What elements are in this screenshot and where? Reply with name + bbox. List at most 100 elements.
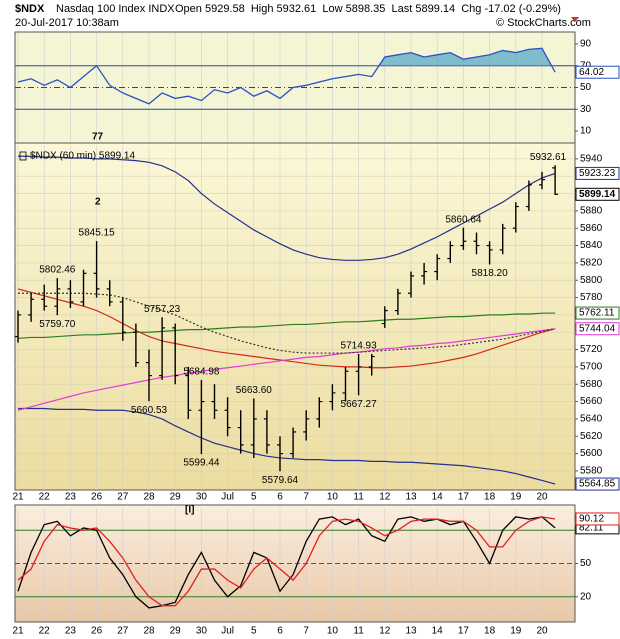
y-tick-label: 5640	[580, 414, 603, 425]
annotation: 77	[92, 132, 104, 143]
y-tick-label: 5720	[580, 344, 603, 355]
legend: $NDX (60 min) 5899.14	[30, 151, 135, 162]
x-tick-label: 23	[65, 492, 77, 503]
x-tick-label: 13	[405, 626, 417, 637]
x-tick-label: 20	[536, 626, 548, 637]
quote: Open 5929.58 High 5932.61 Low 5898.35 La…	[175, 3, 561, 15]
value-box	[575, 477, 620, 491]
low-label: 5660.53	[131, 405, 168, 416]
x-tick-label: 28	[143, 492, 155, 503]
x-tick-label: 17	[458, 492, 470, 503]
y-tick-label: 5580	[580, 466, 603, 477]
x-tick-label: 5	[251, 492, 257, 503]
x-tick-label: 26	[91, 492, 103, 503]
date: 20-Jul-2017 10:38am	[15, 17, 119, 29]
x-tick-label: 18	[484, 626, 496, 637]
low-label: 5599.44	[183, 458, 220, 469]
x-tick-label: 27	[117, 492, 129, 503]
value-box-label: 64.02	[579, 67, 604, 78]
rsi-fill	[18, 48, 556, 66]
value-box	[575, 166, 620, 180]
y-tick-label: 5800	[580, 275, 603, 286]
x-tick-label: Jul	[221, 626, 234, 637]
high-label: 5714.93	[341, 341, 378, 352]
value-box-label: 82.11	[579, 522, 604, 533]
x-tick-label: 12	[379, 626, 391, 637]
index-name: Nasdaq 100 Index INDX	[56, 3, 175, 15]
y-tick-label: 5700	[580, 362, 603, 373]
x-tick-label: 10	[327, 626, 339, 637]
value-box-label: 5762.11	[579, 308, 615, 319]
y-tick-label: 5620	[580, 431, 603, 442]
low-label: 5667.27	[341, 399, 378, 410]
value-box-label: 90.12	[579, 514, 604, 525]
x-tick-label: 29	[170, 492, 182, 503]
x-tick-label: 19	[510, 626, 522, 637]
menu-arrow	[571, 17, 579, 22]
low-label: 5818.20	[472, 268, 509, 279]
high-label: 5860.64	[445, 214, 482, 225]
x-tick-label: 5	[251, 626, 257, 637]
x-tick-label: 14	[432, 492, 444, 503]
value-box	[575, 512, 620, 526]
x-tick-label: 13	[405, 492, 417, 503]
high-label: 5757.23	[144, 304, 181, 315]
series-line	[17, 516, 556, 609]
x-tick-label: 10	[327, 492, 339, 503]
y-tick-label: 5860	[580, 223, 603, 234]
value-box-label: 5923.23	[579, 168, 616, 179]
x-tick-label: 27	[117, 626, 129, 637]
overlay-line	[18, 292, 556, 354]
annotation: 2	[95, 197, 101, 208]
x-tick-label: 22	[39, 492, 51, 503]
x-tick-label: Jul	[221, 492, 234, 503]
x-tick-label: 28	[143, 626, 155, 637]
y-tick-label: 5660	[580, 396, 603, 407]
x-tick-label: 11	[353, 492, 364, 503]
symbol: $NDX	[15, 3, 45, 15]
y-tick-label: 10	[580, 126, 592, 137]
y-tick-label: 5880	[580, 206, 603, 217]
x-tick-label: 6	[277, 626, 283, 637]
overlay-line	[17, 328, 556, 411]
x-tick-label: 7	[303, 492, 309, 503]
value-box	[575, 306, 620, 320]
y-tick-label: 50	[580, 558, 592, 569]
value-box-label: 5744.04	[579, 323, 616, 334]
high-label: 5845.15	[79, 228, 116, 239]
value-box	[575, 65, 620, 79]
overlay-line	[17, 288, 556, 369]
value-box	[575, 322, 620, 336]
overlay-line	[18, 155, 556, 261]
x-tick-label: 6	[277, 492, 283, 503]
x-tick-label: 26	[91, 626, 103, 637]
value-box-label: 5564.85	[579, 479, 616, 490]
high-label: 5802.46	[39, 265, 76, 276]
y-tick-label: 30	[580, 104, 592, 115]
x-tick-label: 19	[510, 492, 522, 503]
annotation: [I]	[185, 505, 194, 516]
x-tick-label: 12	[379, 492, 391, 503]
x-tick-label: 21	[12, 626, 24, 637]
x-tick-label: 21	[12, 492, 24, 503]
copyright: © StockCharts.com	[496, 17, 591, 29]
x-tick-label: 20	[536, 492, 548, 503]
y-tick-label: 5600	[580, 448, 603, 459]
overlay-line	[18, 407, 556, 485]
y-tick-label: 20	[580, 591, 592, 602]
x-tick-label: 23	[65, 626, 77, 637]
y-tick-label: 90	[580, 39, 592, 50]
value-box	[575, 187, 620, 201]
price-panel	[14, 142, 576, 491]
x-tick-label: 30	[196, 492, 208, 503]
x-tick-label: 30	[196, 626, 208, 637]
y-tick-label: 5780	[580, 292, 603, 303]
x-tick-label: 7	[303, 626, 309, 637]
low-label: 5579.64	[262, 475, 299, 486]
series-line	[17, 47, 556, 105]
x-tick-label: 11	[353, 626, 364, 637]
high-label: 5932.61	[530, 152, 567, 163]
legend-icon	[19, 151, 27, 161]
x-tick-label: 22	[39, 626, 51, 637]
